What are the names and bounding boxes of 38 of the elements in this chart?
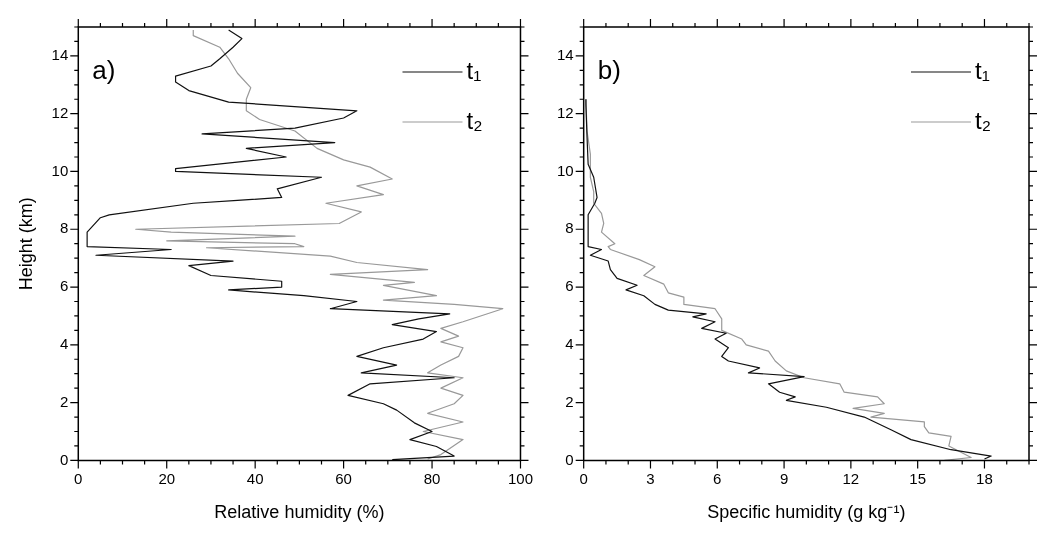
y-tick-label: 12	[51, 103, 69, 121]
x-tick-label: 15	[909, 469, 927, 487]
y-tick-label: 4	[565, 334, 574, 352]
legend-label: t₂	[466, 106, 483, 134]
x-tick-label: 0	[74, 469, 83, 487]
y-tick-label: 8	[59, 219, 69, 237]
y-tick-label: 10	[557, 161, 574, 179]
y-tick-label: 2	[59, 392, 69, 410]
y-tick-label: 0	[59, 450, 69, 468]
x-tick-label: 20	[158, 469, 176, 487]
y-tick-label: 8	[565, 219, 574, 237]
x-tick-label: 40	[246, 469, 264, 487]
x-axis-title: Relative humidity (%)	[214, 502, 385, 523]
y-tick-label: 2	[565, 392, 574, 410]
y-tick-label: 14	[51, 46, 69, 64]
x-tick-label: 3	[646, 469, 655, 487]
y-tick-label: 6	[565, 277, 574, 295]
y-axis-title: Height (km)	[15, 197, 36, 291]
legend-label: t₁	[466, 56, 482, 84]
x-tick-label: 12	[842, 469, 860, 487]
y-tick-label: 10	[51, 161, 69, 179]
x-tick-label: 18	[976, 469, 993, 487]
text: a)	[92, 55, 116, 86]
x-axis-title: Specific humidity (g kg⁻¹)	[707, 502, 906, 523]
y-tick-label: 0	[565, 450, 574, 468]
x-tick-label: 6	[713, 469, 722, 487]
x-tick-label: 100	[507, 469, 533, 487]
y-tick-label: 4	[59, 334, 69, 352]
x-tick-label: 80	[423, 469, 441, 487]
legend-label: t₁	[975, 56, 990, 84]
x-tick-label: 9	[779, 469, 789, 487]
y-tick-label: 14	[557, 46, 574, 64]
y-tick-label: 12	[557, 103, 574, 121]
y-tick-label: 6	[59, 277, 69, 295]
x-tick-label: 60	[335, 469, 352, 487]
text: b)	[597, 55, 621, 86]
x-tick-label: 0	[579, 469, 588, 487]
legend-label: t₂	[975, 106, 991, 134]
